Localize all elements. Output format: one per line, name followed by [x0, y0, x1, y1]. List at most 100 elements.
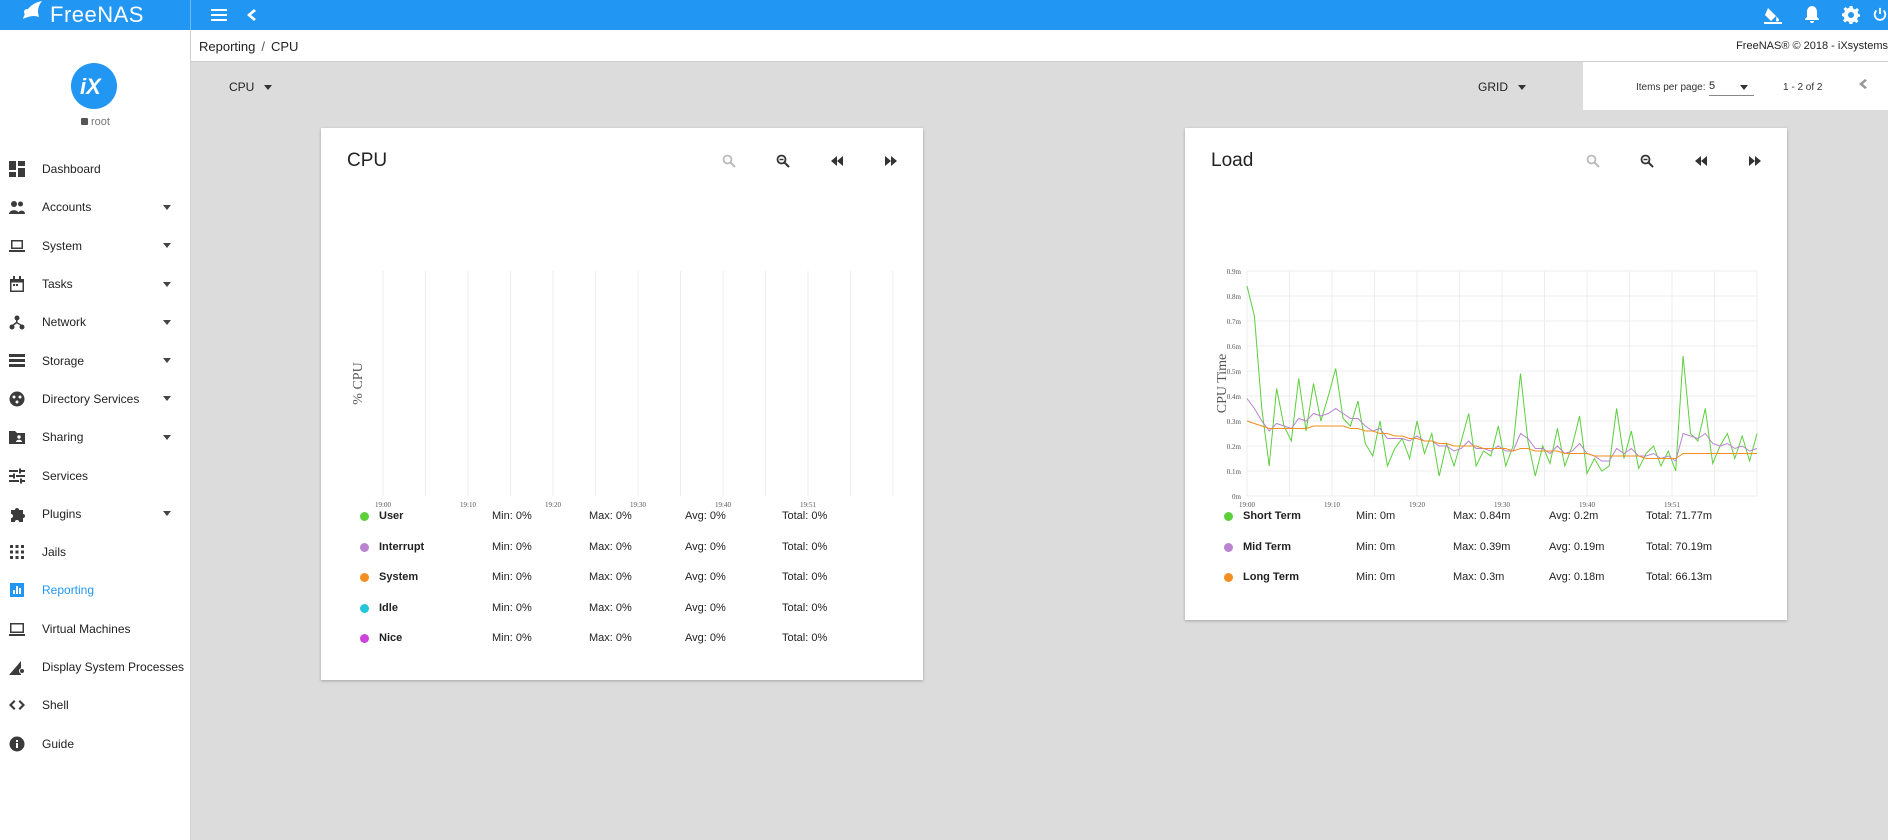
legend-row[interactable]: Mid Term Min: 0m Max: 0.39m Avg: 0.19m Total…	[1185, 534, 1787, 565]
sidebar-item-system[interactable]: System	[0, 227, 191, 265]
chevron-left-icon[interactable]	[236, 0, 266, 30]
load-legend: Short Term Min: 0m Max: 0.84m Avg: 0.2m Tota…	[1185, 503, 1787, 595]
legend-total: Total: 0%	[782, 540, 828, 553]
legend-min: Min: 0m	[1356, 510, 1396, 522]
expand-caret-icon[interactable]	[163, 204, 171, 210]
expand-caret-icon[interactable]	[163, 319, 171, 325]
legend-max: Max: 0%	[589, 601, 632, 614]
legend-row[interactable]: Interrupt Min: 0% Max: 0% Avg: 0% Total: 0%	[321, 534, 923, 565]
legend-row[interactable]: Nice Min: 0% Max: 0% Avg: 0% Total: 0%	[321, 625, 923, 656]
zoom-in-icon[interactable]	[1582, 150, 1604, 172]
sidebar-item-dashboard[interactable]: Dashboard	[0, 150, 191, 188]
expand-caret-icon[interactable]	[163, 281, 171, 287]
y-axis-label: CPU Time	[1215, 354, 1230, 414]
legend-total: Total: 0%	[782, 571, 828, 583]
expand-caret-icon[interactable]	[163, 243, 171, 249]
cpu-chart-card: CPU 19:00 19:10 19:20 19:30 19:40 19:51% CPU …	[321, 128, 923, 680]
sidebar-item-storage[interactable]: Storage	[0, 341, 191, 379]
rewind-icon[interactable]	[826, 150, 848, 172]
sidebar-item-sharing[interactable]: Sharing	[0, 418, 191, 456]
zoom-in-icon[interactable]	[718, 150, 740, 172]
series-line-long-term	[1246, 420, 1757, 459]
y-tick-label: 0.6m	[1227, 343, 1242, 351]
sidebar-item-label: Network	[42, 315, 87, 330]
expand-caret-icon[interactable]	[163, 511, 171, 517]
breadcrumb-parent[interactable]: Reporting	[199, 39, 256, 54]
sidebar-item-virtual-machines[interactable]: Virtual Machines	[0, 610, 191, 648]
zoom-out-icon[interactable]	[1636, 150, 1658, 172]
freenas-logo[interactable]: FreeNAS	[20, 0, 190, 30]
sidebar-item-reporting[interactable]: Reporting	[0, 571, 191, 609]
people-icon	[8, 198, 26, 216]
sidebar-item-network[interactable]: Network	[0, 303, 191, 341]
sidebar-item-plugins[interactable]: Plugins	[0, 495, 191, 533]
legend-row[interactable]: Short Term Min: 0m Max: 0.84m Avg: 0.2m Tota…	[1185, 503, 1787, 534]
legend-series-name: Idle	[379, 601, 398, 614]
menu-icon[interactable]	[204, 0, 234, 30]
chevron-down-icon	[1518, 84, 1526, 90]
y-tick-label: 0m	[1232, 493, 1242, 501]
folder-shared-icon	[8, 428, 26, 446]
legend-row[interactable]: User Min: 0% Max: 0% Avg: 0% Total: 0%	[321, 503, 923, 534]
legend-color-dot	[360, 542, 369, 552]
previous-page-icon[interactable]	[1859, 76, 1879, 96]
legend-avg: Avg: 0%	[685, 510, 726, 522]
breadcrumb-bar: Reporting / CPU FreeNAS® © 2018 - iXsystem…	[191, 30, 1888, 62]
sidebar-item-label: Virtual Machines	[42, 621, 131, 636]
sidebar-item-tasks[interactable]: Tasks	[0, 265, 191, 303]
legend-min: Min: 0%	[492, 540, 532, 553]
legend-total: Total: 0%	[782, 632, 828, 644]
legend-series-name: Nice	[379, 632, 403, 644]
sidebar-item-directory-services[interactable]: Directory Services	[0, 380, 191, 418]
expand-caret-icon[interactable]	[163, 434, 171, 440]
legend-series-name: Interrupt	[379, 540, 425, 553]
legend-row[interactable]: Idle Min: 0% Max: 0% Avg: 0% Total: 0%	[321, 595, 923, 626]
processes-icon	[8, 658, 26, 676]
view-select-value: GRID	[1478, 80, 1508, 94]
x-tick-label: 19:10	[460, 501, 476, 508]
logo-divider	[190, 0, 191, 30]
cpu-legend: User Min: 0% Max: 0% Avg: 0% Total: 0% Interr…	[321, 503, 923, 656]
legend-row[interactable]: Long Term Min: 0m Max: 0.3m Avg: 0.18m Total…	[1185, 564, 1787, 595]
view-select[interactable]: GRID	[1478, 80, 1526, 94]
paint-bucket-icon[interactable]	[1758, 0, 1788, 30]
legend-color-dot	[1224, 512, 1233, 521]
legend-total: Total: 0%	[782, 601, 828, 614]
breadcrumb: Reporting / CPU	[199, 39, 298, 54]
chart-icon	[8, 581, 26, 599]
legend-total: Total: 70.19m	[1646, 540, 1713, 553]
zoom-out-icon[interactable]	[772, 150, 794, 172]
report-select[interactable]: CPU	[229, 80, 273, 94]
x-tick-label: 19:30	[630, 501, 646, 508]
fast-forward-icon[interactable]	[880, 150, 902, 172]
sidebar-item-services[interactable]: Services	[0, 456, 191, 494]
series-line-short-term	[1246, 285, 1758, 477]
sidebar-item-accounts[interactable]: Accounts	[0, 188, 191, 226]
sidebar-item-shell[interactable]: Shell	[0, 686, 191, 724]
sidebar-item-jails[interactable]: Jails	[0, 533, 191, 571]
info-icon	[8, 735, 26, 753]
gear-icon[interactable]	[1836, 0, 1866, 30]
sidebar-nav: Dashboard Accounts System Tasks Network Stora…	[0, 150, 191, 763]
chevron-down-icon	[264, 84, 273, 90]
items-per-page-select[interactable]: 5	[1709, 80, 1754, 96]
sidebar-item-label: Plugins	[42, 506, 82, 521]
legend-row[interactable]: System Min: 0% Max: 0% Avg: 0% Total: 0%	[321, 564, 923, 595]
load-line-chart: 0m 0.1m 0.2m 0.3m 0.4m 0.5m 0.6m 0.7m 0.8m 0.9m 19…	[1215, 268, 1758, 508]
legend-max: Max: 0%	[589, 540, 632, 553]
copyright-text: FreeNAS® © 2018 - iXsystems	[1736, 40, 1888, 52]
bell-icon[interactable]	[1797, 0, 1827, 30]
sidebar-item-guide[interactable]: Guide	[0, 724, 191, 762]
expand-caret-icon[interactable]	[163, 396, 171, 402]
expand-caret-icon[interactable]	[163, 358, 171, 364]
legend-avg: Avg: 0%	[685, 601, 726, 614]
sidebar-item-display-system-processes[interactable]: Display System Processes	[0, 648, 191, 686]
power-icon[interactable]	[1872, 0, 1888, 30]
rewind-icon[interactable]	[1690, 150, 1712, 172]
legend-min: Min: 0m	[1356, 571, 1396, 583]
cpu-line-chart: 19:00 19:10 19:20 19:30 19:40 19:51 % CPU	[351, 271, 894, 508]
legend-color-dot	[360, 634, 369, 643]
fast-forward-icon[interactable]	[1744, 150, 1766, 172]
y-tick-label: 0.8m	[1227, 293, 1242, 301]
top-bar: FreeNAS	[0, 0, 1888, 30]
